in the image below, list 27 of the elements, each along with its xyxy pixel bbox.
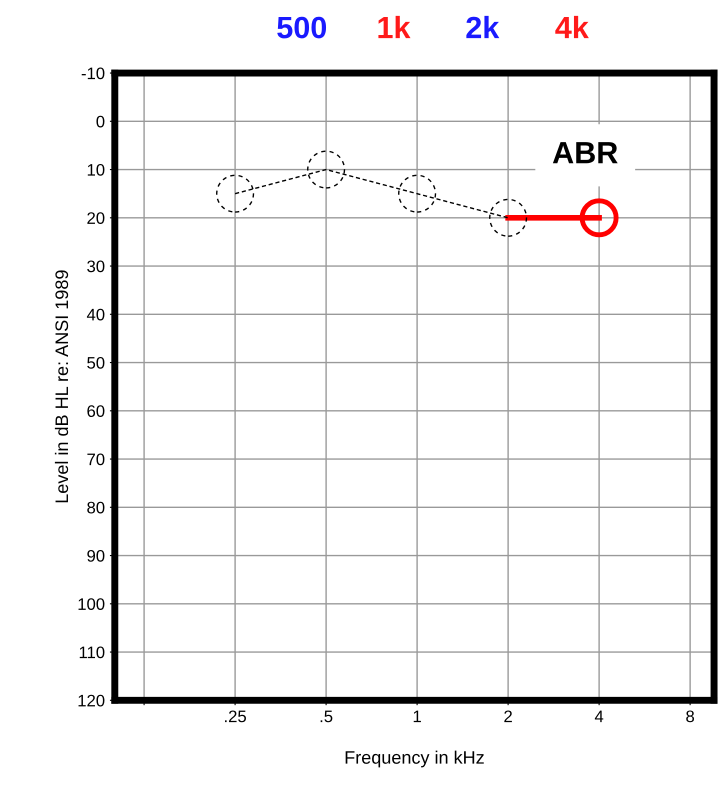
x-tick-label: 2 (504, 710, 512, 722)
text: 500 (277, 16, 326, 38)
y-tick-label: 10 (88, 164, 104, 176)
y-tick-label: 60 (87, 405, 104, 418)
x-tick-label: .25 (225, 710, 246, 722)
y-tick-label: 70 (87, 453, 104, 466)
y-tick-label: 120 (78, 694, 104, 707)
y-tick-label: 80 (87, 502, 104, 514)
x-tick-label: 1 (414, 710, 421, 722)
y-tick-label: 0 (96, 116, 104, 128)
y-axis-title: Level in dB HL re: ANSI 1989 (54, 270, 68, 502)
text: 1k (378, 16, 411, 38)
y-tick-label: 100 (78, 598, 104, 610)
y-tick-label: -10 (82, 67, 104, 80)
text: 4k (555, 16, 589, 38)
y-tick-label: 20 (87, 212, 104, 224)
x-axis-title: Frequency in kHz (346, 750, 484, 768)
y-tick-label: 50 (87, 356, 104, 369)
y-tick-label: 110 (80, 646, 104, 658)
x-tick-label: .5 (320, 710, 332, 722)
y-tick-label: 40 (86, 308, 104, 321)
x-tick-label: 4 (594, 710, 604, 722)
series-label: ABR (552, 142, 618, 164)
y-tick-label: 90 (87, 550, 104, 562)
text: 2k (466, 16, 500, 38)
y-tick-label: 30 (87, 260, 104, 272)
x-tick-label: 8 (686, 710, 694, 722)
